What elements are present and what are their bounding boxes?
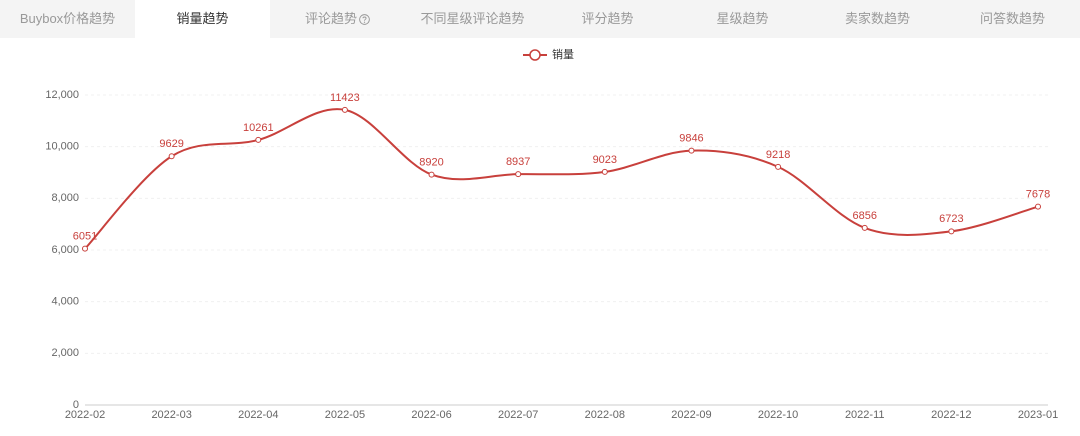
data-label: 6723 <box>939 213 963 225</box>
x-tick-label: 2022-11 <box>845 409 885 421</box>
x-tick-label: 2022-06 <box>411 409 451 421</box>
tab[interactable]: 星级趋势 <box>675 0 810 38</box>
data-label: 10261 <box>243 122 274 134</box>
y-tick-label: 8,000 <box>51 192 79 204</box>
y-tick-label: 6,000 <box>51 244 79 256</box>
data-label: 6856 <box>852 210 876 222</box>
tab-bar: Buybox价格趋势 销量趋势 评论趋势 不同星级评论趋势 评分趋势 星级趋势 卖家数趋势 问… <box>0 0 1080 38</box>
data-label: 9218 <box>766 149 790 161</box>
x-tick-label: 2022-10 <box>758 409 798 421</box>
tab-label: 销量趋势 <box>176 11 229 26</box>
point <box>861 224 868 231</box>
x-tick-label: 2022-05 <box>325 409 365 421</box>
tab-label: 卖家数趋势 <box>844 11 910 26</box>
y-tick-label: 2,000 <box>51 347 79 359</box>
tab[interactable]: 不同星级评论趋势 <box>405 0 540 38</box>
point <box>82 245 88 252</box>
point <box>255 136 262 143</box>
point <box>428 171 435 178</box>
tab-label: 不同星级评论趋势 <box>420 11 525 26</box>
data-label: 6051 <box>73 231 97 243</box>
tab[interactable]: 销量趋势 <box>135 0 270 38</box>
chart: 0 2,000 4,000 6,000 8,000 10,000 12,000 2022-02… <box>45 47 1058 421</box>
x-tick-label: 2022-07 <box>498 409 538 421</box>
tab-label: 评论趋势 <box>304 11 357 26</box>
point <box>601 168 608 175</box>
data-label: 11423 <box>330 92 360 104</box>
point <box>948 228 955 235</box>
data-label: 9846 <box>679 133 703 145</box>
x-tick-label: 2023-01 <box>1018 409 1058 421</box>
x-tick-label: 2022-08 <box>585 409 625 421</box>
data-label: 8920 <box>419 156 443 168</box>
tab-label: 评分趋势 <box>581 11 634 26</box>
y-tick-label: 0 <box>73 399 79 411</box>
tab-label: Buybox价格趋势 <box>19 11 116 26</box>
tab-label: 问答数趋势 <box>979 11 1045 26</box>
x-tick-label: 2022-03 <box>151 409 191 421</box>
tab[interactable]: 卖家数趋势 <box>810 0 945 38</box>
point <box>1035 203 1041 210</box>
data-label: 9023 <box>593 154 617 166</box>
tab[interactable]: 评论趋势 <box>270 0 405 38</box>
data-label: 8937 <box>506 156 530 168</box>
data-label: 9629 <box>159 138 183 150</box>
tab-label: 星级趋势 <box>716 11 769 26</box>
point <box>168 153 175 160</box>
line <box>84 108 1039 250</box>
y-tick-label: 10,000 <box>45 141 79 153</box>
data-label: 7678 <box>1026 189 1050 201</box>
x-tick-label: 2022-04 <box>238 409 278 421</box>
help-icon[interactable] <box>359 14 370 25</box>
x-tick-label: 2022-02 <box>65 409 105 421</box>
point <box>341 106 348 113</box>
x-tick-label: 2022-09 <box>671 409 711 421</box>
legend-marker <box>529 49 541 61</box>
tab[interactable]: 评分趋势 <box>540 0 675 38</box>
point <box>515 171 522 178</box>
y-tick-label: 4,000 <box>51 296 79 308</box>
point <box>775 163 782 170</box>
x-tick-label: 2022-12 <box>931 409 971 421</box>
tab[interactable]: Buybox价格趋势 <box>0 0 135 38</box>
y-tick-label: 12,000 <box>45 89 79 101</box>
point <box>688 147 695 154</box>
tab[interactable]: 问答数趋势 <box>945 0 1080 38</box>
legend-label: 销量 <box>552 47 574 61</box>
